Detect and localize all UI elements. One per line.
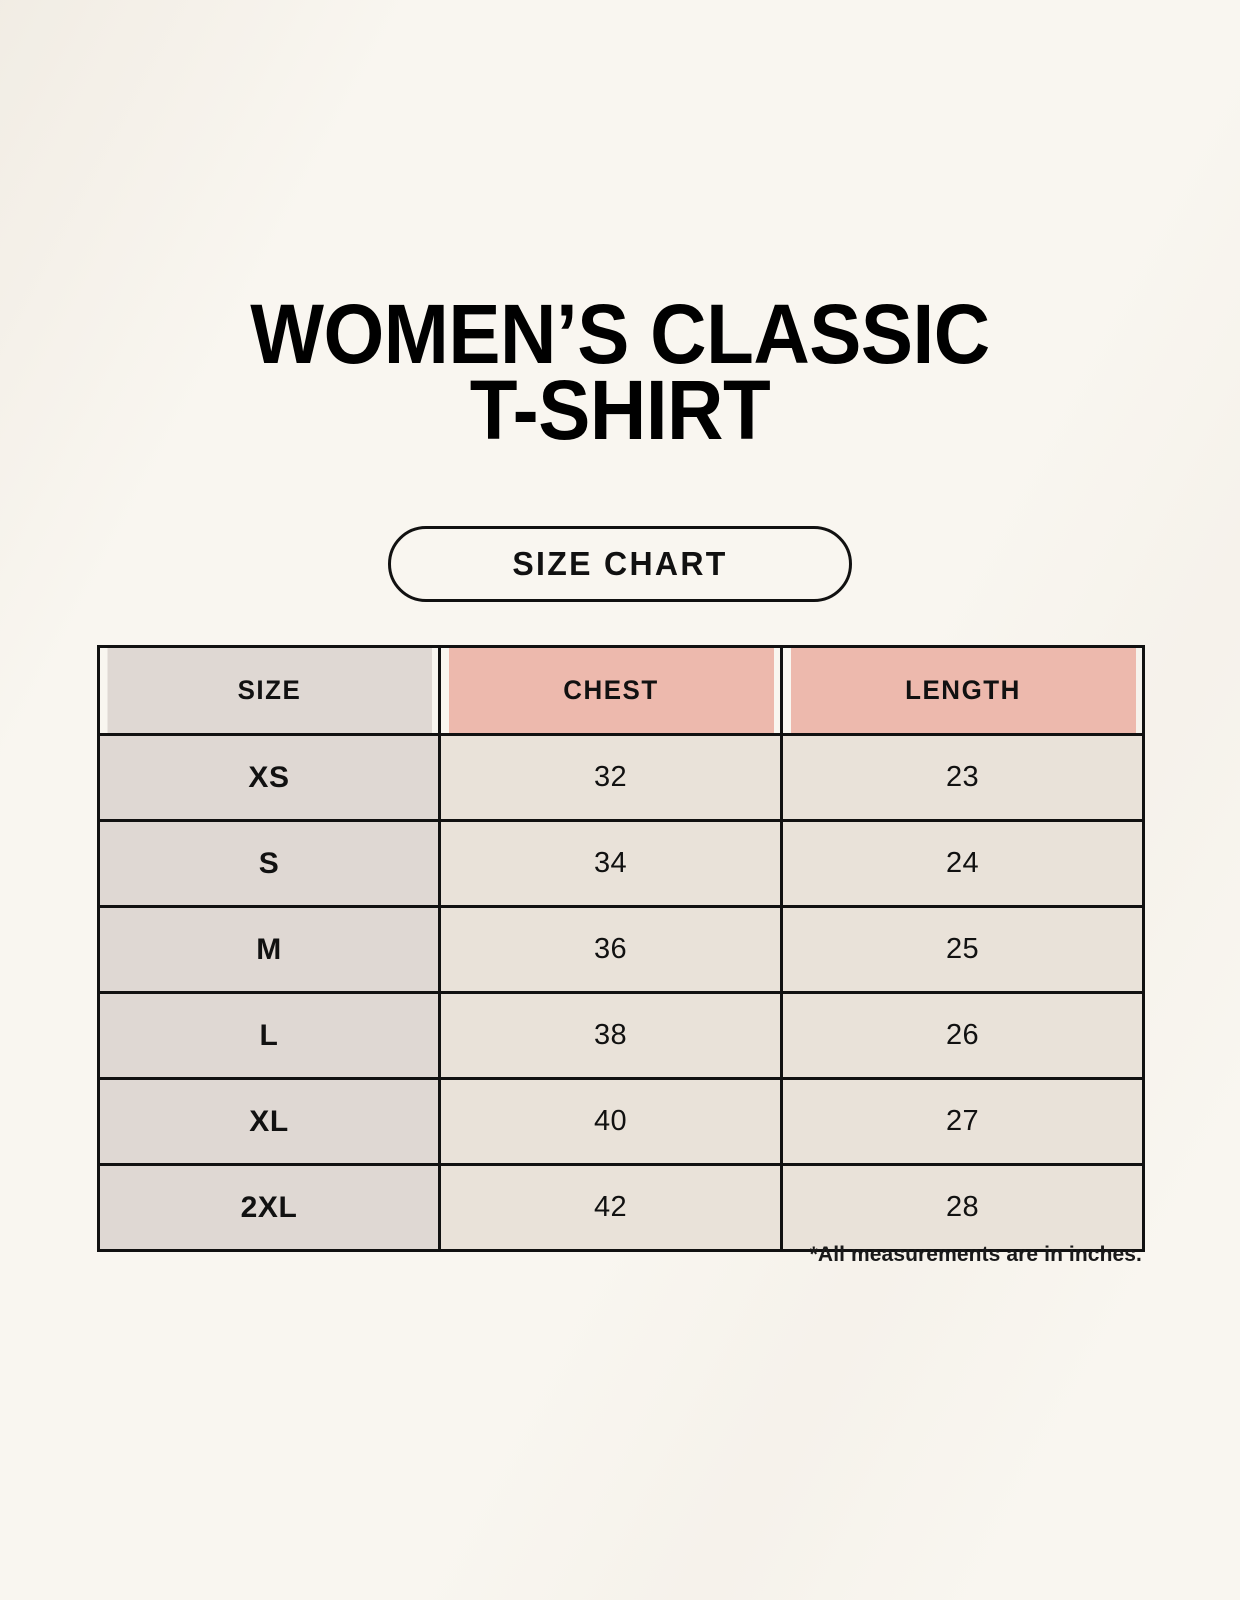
column-header-size: SIZE xyxy=(103,645,435,736)
cell-chest: 40 xyxy=(438,1077,783,1166)
cell-size: M xyxy=(97,905,441,994)
size-table-wrapper: SIZE CHEST LENGTH XS 32 23 S 34 24 M xyxy=(97,645,1145,1252)
cell-size: L xyxy=(97,991,441,1080)
cell-length: 27 xyxy=(780,1077,1145,1166)
cell-size: 2XL xyxy=(97,1163,441,1252)
size-chart-badge-label: SIZE CHART xyxy=(512,545,728,582)
page-title: WOMEN’S CLASSIC T-SHIRT xyxy=(0,287,1240,457)
cell-length: 24 xyxy=(780,819,1145,908)
column-header-chest: CHEST xyxy=(444,645,777,736)
cell-chest: 32 xyxy=(438,733,783,822)
table-row: XL 40 27 xyxy=(97,1077,1145,1166)
cell-chest: 38 xyxy=(438,991,783,1080)
column-header-length: LENGTH xyxy=(787,645,1138,736)
table-header-row: SIZE CHEST LENGTH xyxy=(99,645,1144,736)
cell-length: 26 xyxy=(780,991,1145,1080)
cell-size: XS xyxy=(97,733,441,822)
size-table-body: XS 32 23 S 34 24 M 36 25 L 38 26 xyxy=(97,733,1145,1252)
table-row: L 38 26 xyxy=(97,991,1145,1080)
size-table: SIZE CHEST LENGTH XS 32 23 S 34 24 M xyxy=(97,645,1145,1252)
cell-chest: 34 xyxy=(438,819,783,908)
size-chart-badge-wrap: SIZE CHART xyxy=(0,526,1240,602)
table-row: XS 32 23 xyxy=(97,733,1145,822)
cell-size: S xyxy=(97,819,441,908)
cell-length: 23 xyxy=(780,733,1145,822)
table-row: M 36 25 xyxy=(97,905,1145,994)
cell-chest: 36 xyxy=(438,905,783,994)
page-title-line-2: T-SHIRT xyxy=(469,363,771,457)
cell-length: 25 xyxy=(780,905,1145,994)
size-chart-badge: SIZE CHART xyxy=(388,526,852,602)
page-title-line-1: WOMEN’S CLASSIC xyxy=(250,287,990,381)
table-row: S 34 24 xyxy=(97,819,1145,908)
cell-length: 28 xyxy=(780,1163,1145,1252)
size-table-head: SIZE CHEST LENGTH xyxy=(99,645,1144,736)
table-row: 2XL 42 28 xyxy=(97,1163,1145,1252)
cell-size: XL xyxy=(97,1077,441,1166)
measurements-footnote: *All measurements are in inches. xyxy=(809,1243,1142,1266)
cell-chest: 42 xyxy=(438,1163,783,1252)
